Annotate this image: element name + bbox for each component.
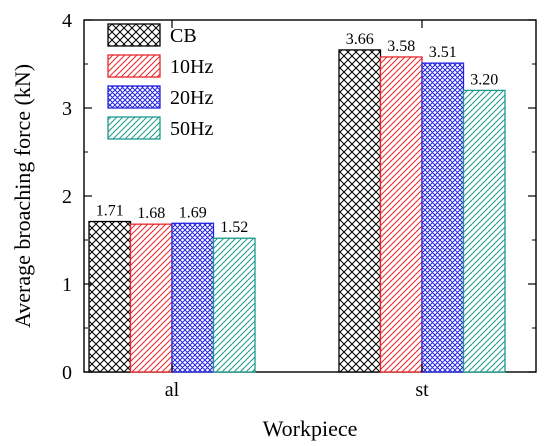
bar-value-label: 3.20 xyxy=(470,71,498,88)
bar-value-label: 1.69 xyxy=(179,204,207,221)
x-tick-label: st xyxy=(415,379,429,401)
bar-value-label: 3.51 xyxy=(429,44,457,61)
bar-st-cb xyxy=(338,49,382,373)
x-tick-label: al xyxy=(165,379,180,401)
bar-value-label: 3.66 xyxy=(346,31,374,48)
bar-value-label: 1.71 xyxy=(96,203,124,220)
bar-al-20hz xyxy=(171,222,215,373)
legend-swatch-20hz xyxy=(107,85,161,109)
y-axis-label: Average broaching force (kN) xyxy=(10,64,35,328)
legend-swatch-cb xyxy=(107,23,161,47)
y-tick-label: 2 xyxy=(62,186,72,208)
bar-value-label: 1.68 xyxy=(137,205,165,222)
legend-swatch-10hz xyxy=(107,54,161,78)
bar-al-cb xyxy=(88,220,132,373)
legend-label: 10Hz xyxy=(170,56,213,78)
bar-st-50hz xyxy=(462,89,506,373)
legend-label: 50Hz xyxy=(170,118,213,140)
x-axis-label: Workpiece xyxy=(263,416,358,441)
bar-st-10hz xyxy=(379,56,423,373)
bar-al-50hz xyxy=(212,237,256,373)
legend-label: CB xyxy=(170,25,197,47)
y-tick-label: 1 xyxy=(62,274,72,296)
bar-st-20hz xyxy=(421,62,465,373)
bar-value-label: 1.52 xyxy=(220,219,248,236)
y-tick-label: 0 xyxy=(62,362,72,384)
bar-value-label: 3.58 xyxy=(387,38,415,55)
y-tick-label: 4 xyxy=(62,10,72,32)
legend-label: 20Hz xyxy=(170,87,213,109)
bar-al-10hz xyxy=(129,223,173,373)
legend-swatch-50hz xyxy=(107,116,161,140)
y-tick-label: 3 xyxy=(62,98,72,120)
